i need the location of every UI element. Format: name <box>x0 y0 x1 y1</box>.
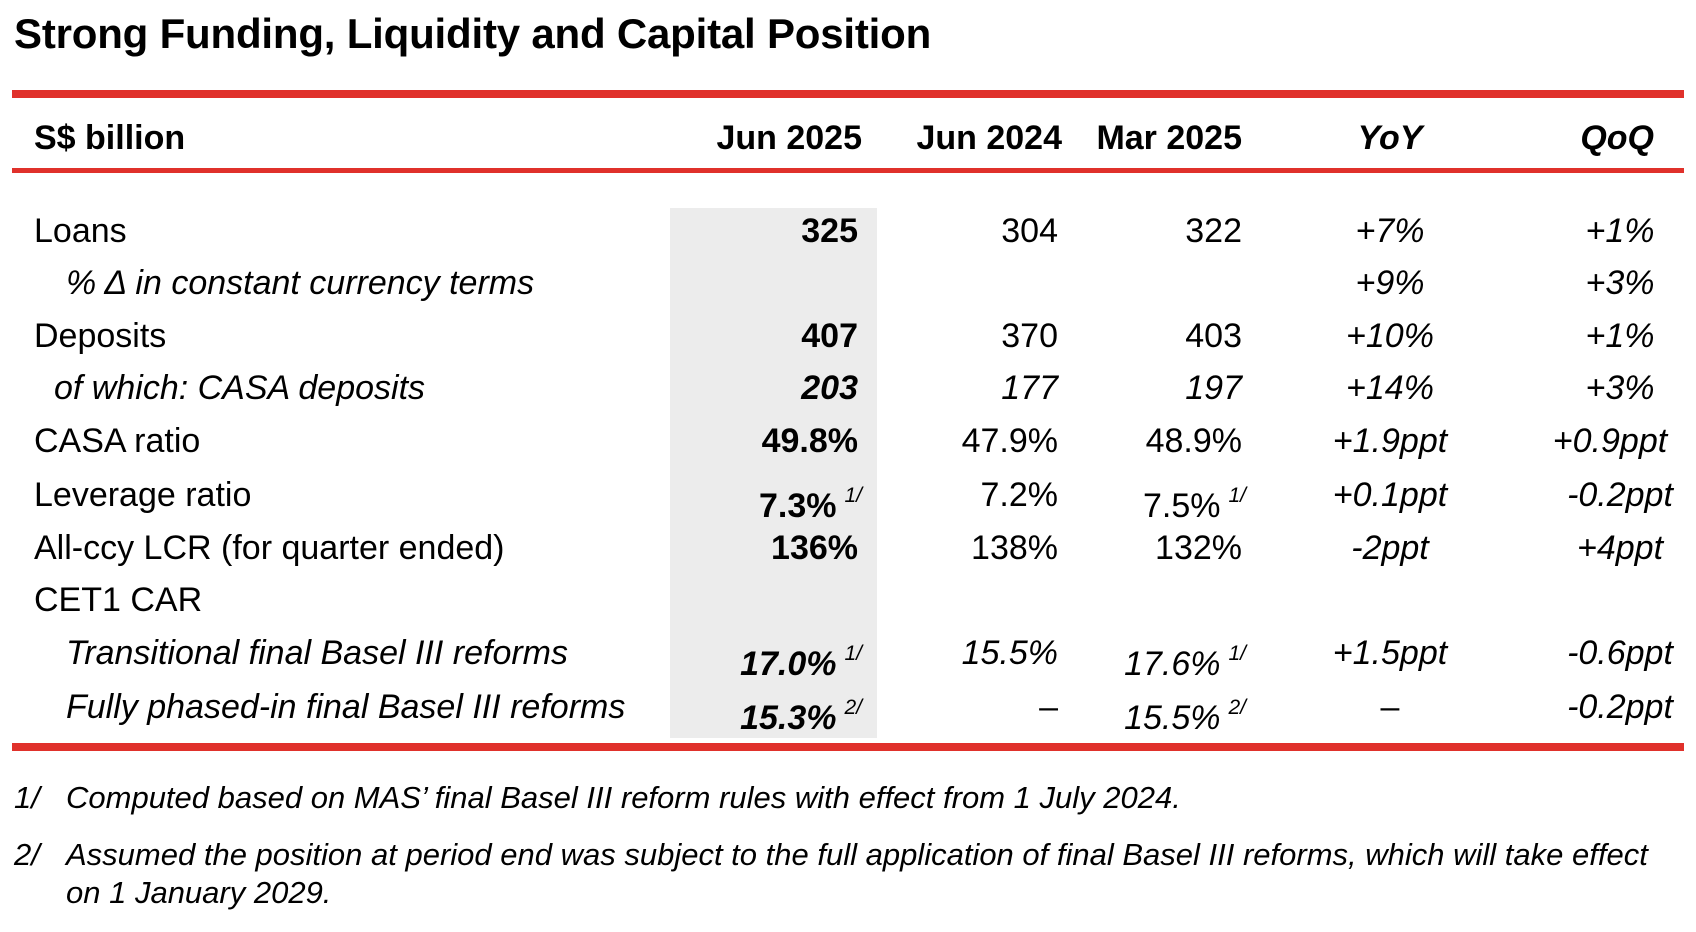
footnote-ref: 1/ <box>1228 642 1246 665</box>
cell-yoy: +7% <box>1355 212 1425 250</box>
row-label: Deposits <box>34 317 167 355</box>
footnote-mark: 2/ <box>14 837 40 872</box>
cell-jun-2024: 177 <box>1001 369 1058 407</box>
cell-yoy: +10% <box>1346 317 1434 355</box>
cell-mar-2025: 48.9% <box>1145 422 1242 460</box>
row-label: Leverage ratio <box>34 476 252 514</box>
cell-jun-2025: 203 <box>801 369 858 407</box>
cell-mar-2025: 403 <box>1185 317 1242 355</box>
row-label: Transitional final Basel III reforms <box>66 634 568 672</box>
table-row-deposits: Deposits 407 370 403 +10% +1% <box>0 310 1696 363</box>
cell-qoq: -0.2ppt <box>1567 688 1673 726</box>
cell-yoy: +0.1ppt <box>1332 476 1448 514</box>
header-jun-2024: Jun 2024 <box>916 119 1062 157</box>
header-unit-label: S$ billion <box>34 119 186 157</box>
cell-yoy: – <box>1380 688 1400 726</box>
cell-qoq: -0.6ppt <box>1567 634 1673 672</box>
cell-mar-2025: 197 <box>1185 369 1242 407</box>
table-row-casa-deposits: of which: CASA deposits 203 177 197 +14%… <box>0 362 1696 415</box>
cell-mar-2025: 15.5% <box>1124 699 1221 737</box>
cell-mar-2025: 7.5% <box>1142 487 1221 525</box>
cell-jun-2024: 7.2% <box>980 476 1059 514</box>
table-row-loans: Loans 325 304 322 +7% +1% <box>0 205 1696 258</box>
cell-mar-2025-wrap: 17.6% 1/ <box>1050 627 1246 691</box>
row-label: CASA ratio <box>34 422 201 460</box>
footnote-ref: 1/ <box>844 484 862 507</box>
cell-qoq: +3% <box>1585 264 1655 302</box>
bottom-rule <box>12 743 1684 751</box>
footnote-ref: 2/ <box>844 696 862 719</box>
cell-jun-2024: 138% <box>971 529 1058 567</box>
cell-jun-2024: 15.5% <box>961 634 1058 672</box>
cell-qoq: +1% <box>1585 212 1655 250</box>
table-row-fully-phased-in: Fully phased-in final Basel III reforms … <box>0 681 1696 737</box>
footnote-ref: 1/ <box>1228 484 1246 507</box>
table-row-casa-ratio: CASA ratio 49.8% 47.9% 48.9% +1.9ppt +0.… <box>0 415 1696 468</box>
cell-yoy: +1.5ppt <box>1332 634 1448 672</box>
row-label: All-ccy LCR (for quarter ended) <box>34 529 505 567</box>
cell-jun-2025: 7.3% <box>758 487 837 525</box>
cell-yoy: -2ppt <box>1351 529 1429 567</box>
cell-qoq: +0.9ppt <box>1552 422 1668 460</box>
page-title: Strong Funding, Liquidity and Capital Po… <box>14 10 932 57</box>
footnote-text: Assumed the position at period end was s… <box>66 837 1648 910</box>
cell-jun-2025: 407 <box>801 317 858 355</box>
footnote-ref: 2/ <box>1228 696 1246 719</box>
header-yoy: YoY <box>1357 119 1423 157</box>
row-label: CET1 CAR <box>34 581 203 619</box>
row-label: Fully phased-in final Basel III reforms <box>66 688 626 726</box>
table-row-constant-currency: % Δ in constant currency terms +9% +3% <box>0 257 1696 310</box>
cell-mar-2025: 17.6% <box>1124 645 1221 683</box>
footnote-ref: 1/ <box>844 642 862 665</box>
cell-mar-2025: 132% <box>1155 529 1242 567</box>
cell-jun-2025-wrap: 17.0% 1/ <box>670 627 862 691</box>
table-row-transitional: Transitional final Basel III reforms 17.… <box>0 627 1696 683</box>
header-qoq: QoQ <box>1580 119 1654 157</box>
cell-mar-2025-wrap: 15.5% 2/ <box>1050 681 1246 745</box>
cell-jun-2025: 17.0% <box>740 645 837 683</box>
cell-jun-2024: 304 <box>1001 212 1058 250</box>
cell-jun-2025-wrap: 7.3% 1/ <box>670 469 862 533</box>
cell-jun-2024: 370 <box>1001 317 1058 355</box>
cell-yoy: +14% <box>1346 369 1434 407</box>
highlight-column-jun-2025 <box>670 208 877 738</box>
header-rule <box>12 168 1684 173</box>
cell-qoq: +1% <box>1585 317 1655 355</box>
cell-mar-2025: 322 <box>1185 212 1242 250</box>
cell-yoy: +9% <box>1355 264 1425 302</box>
footnote-text: Computed based on MAS’ final Basel III r… <box>66 780 1181 815</box>
cell-jun-2024: – <box>1039 688 1058 726</box>
cell-qoq: +3% <box>1585 369 1655 407</box>
table-row-lcr: All-ccy LCR (for quarter ended) 136% 138… <box>0 522 1696 575</box>
table-row-leverage-ratio: Leverage ratio 7.3% 1/ 7.2% 7.5% 1/ +0.1pp… <box>0 469 1696 525</box>
cell-qoq: +4ppt <box>1576 529 1664 567</box>
header-jun-2025: Jun 2025 <box>716 119 862 157</box>
header-mar-2025: Mar 2025 <box>1096 119 1242 157</box>
cell-qoq: -0.2ppt <box>1567 476 1673 514</box>
top-rule <box>12 90 1684 98</box>
cell-mar-2025-wrap: 7.5% 1/ <box>1050 469 1246 533</box>
cell-jun-2025-wrap: 15.3% 2/ <box>670 681 862 745</box>
row-label: % Δ in constant currency terms <box>66 264 535 302</box>
footnote-mark: 1/ <box>14 780 40 815</box>
cell-jun-2024: 47.9% <box>961 422 1058 460</box>
row-label: Loans <box>34 212 127 250</box>
cell-jun-2025: 49.8% <box>761 422 858 460</box>
footnote-1: 1/ Computed based on MAS’ final Basel II… <box>14 779 1181 817</box>
cell-jun-2025: 136% <box>771 529 858 567</box>
cell-jun-2025: 15.3% <box>740 699 837 737</box>
footnote-2: 2/ Assumed the position at period end wa… <box>14 836 1648 910</box>
cell-yoy: +1.9ppt <box>1332 422 1448 460</box>
row-label: of which: CASA deposits <box>54 369 426 407</box>
table-row-cet1-car: CET1 CAR <box>0 574 1696 627</box>
cell-jun-2025: 325 <box>801 212 858 250</box>
